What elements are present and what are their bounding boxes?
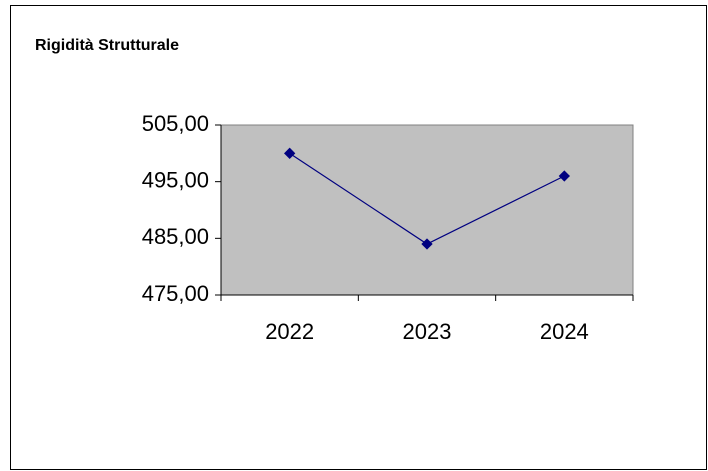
data-point: [558, 170, 570, 182]
y-tick-label: 505,00: [142, 111, 209, 136]
plot-area: [220, 124, 634, 296]
x-tick-label: 2024: [540, 319, 589, 344]
y-tick-label: 485,00: [142, 224, 209, 249]
data-point: [284, 147, 296, 159]
x-tick-label: 2023: [403, 319, 452, 344]
chart-title: Rigidità Strutturale: [35, 37, 179, 54]
x-tick-label: 2022: [265, 319, 314, 344]
data-point: [421, 238, 433, 250]
y-tick-label: 475,00: [142, 281, 209, 306]
y-tick-label: 495,00: [142, 167, 209, 192]
